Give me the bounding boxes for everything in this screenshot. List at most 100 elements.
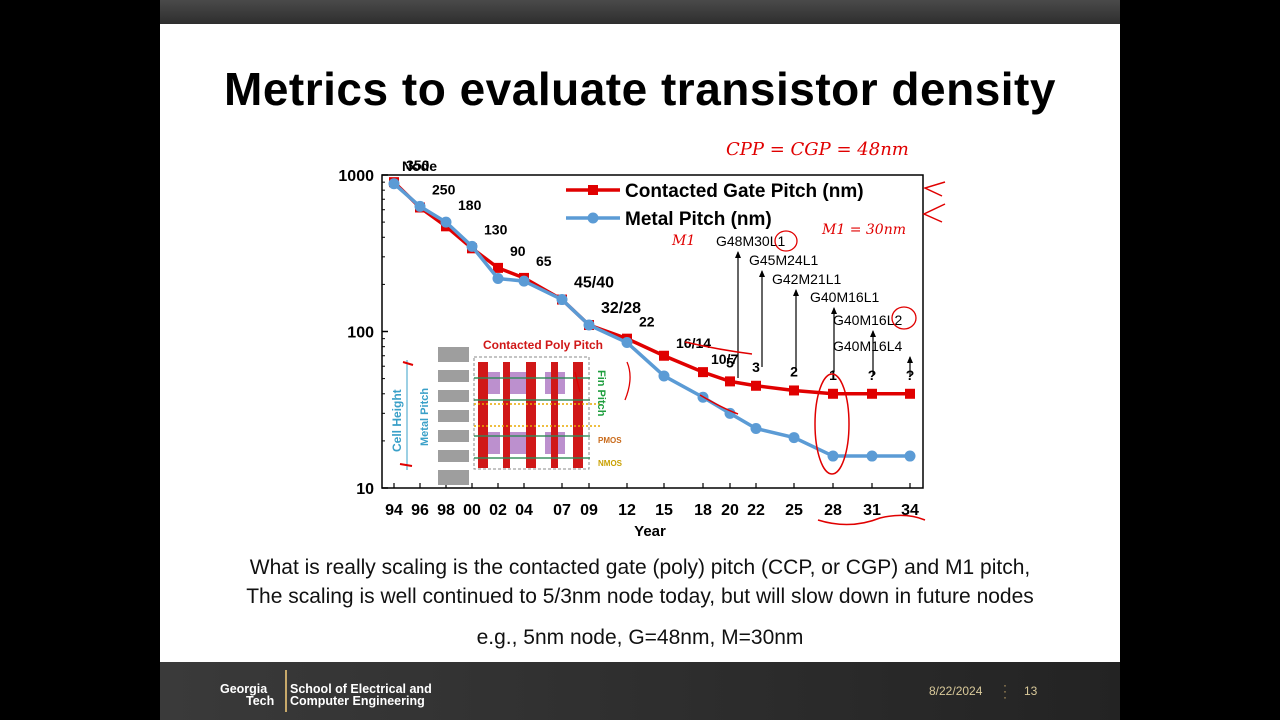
handwritten-note-m1: M1 = 30nm [821, 222, 906, 238]
x-tick-label: 34 [901, 502, 919, 519]
mp-data-point [724, 407, 736, 419]
node-label: 350 [406, 157, 430, 173]
inset-strip-gap [438, 362, 469, 370]
annotation-label: G40M16L2 [833, 312, 902, 328]
window-top-bar [160, 0, 1120, 24]
inset-label-fin-pitch: Fin Pitch [595, 370, 607, 417]
x-tick-label: 18 [694, 502, 712, 519]
node-label: 3 [752, 359, 760, 375]
x-tick-label: 04 [515, 502, 533, 519]
cgp-data-point [493, 262, 503, 273]
mp-data-point [827, 450, 839, 462]
y-tick-label: 10 [356, 481, 374, 498]
layout-inset: Contacted Poly Pitch Cell Height Metal Pit… [390, 338, 623, 485]
mp-data-point [750, 422, 762, 434]
mp-data-point [658, 370, 670, 382]
handwritten-circle-l1 [774, 230, 798, 252]
inset-poly-gate [551, 362, 558, 468]
logo-tech: Tech [246, 694, 275, 708]
inset-strip-gap [438, 442, 469, 450]
annotation-arrow-head [870, 330, 876, 337]
cgp-data-point [867, 388, 877, 399]
slide-date: 8/22/2024 [929, 684, 983, 698]
mp-data-point [904, 450, 916, 462]
x-axis-title: Year [634, 523, 666, 540]
annotation-arrow-head [907, 356, 913, 363]
inset-strip-gap [438, 382, 469, 390]
handwritten-ticks [399, 361, 414, 467]
node-label: 2 [790, 363, 798, 379]
cgp-data-point [725, 376, 735, 387]
slide-number: 13 [1024, 684, 1038, 698]
node-label: 32/28 [601, 300, 641, 317]
node-label: ? [906, 367, 915, 383]
logo-georgia: Georgia [220, 682, 268, 696]
x-tick-label: 96 [411, 502, 429, 519]
inset-cell-outline [473, 356, 590, 470]
cgp-data-point [828, 388, 838, 399]
inset-active-region [510, 432, 530, 454]
mp-data-point [583, 319, 595, 331]
inset-label-nmos: NMOS [598, 459, 623, 468]
x-tick-label: 00 [463, 502, 481, 519]
inset-strip-gap [438, 422, 469, 430]
node-label: 22 [639, 314, 655, 330]
node-axis-title: Node [402, 158, 437, 174]
node-label: 16/14 [676, 335, 711, 351]
node-label: ? [868, 367, 877, 383]
handwritten-arrow [922, 181, 946, 197]
handwriting-layer: CPP = CGP = 48nm M1 = 30nm M1 [399, 139, 946, 526]
inset-strip-gap [438, 402, 469, 410]
inset-poly-gate [573, 362, 583, 468]
x-tick-label: 28 [824, 502, 842, 519]
body-text-line-2: The scaling is well continued to 5/3nm n… [246, 585, 1034, 608]
node-label: 180 [458, 197, 482, 213]
x-tick-label: 31 [863, 502, 881, 519]
x-tick-label: 09 [580, 502, 598, 519]
x-tick-label: 94 [385, 502, 403, 519]
logo-divider [285, 670, 287, 712]
legend-label-mp: Metal Pitch (nm) [625, 209, 772, 230]
x-tick-label: 98 [437, 502, 455, 519]
footer-dots: · · · [1003, 678, 1007, 704]
cgp-data-point [751, 380, 761, 391]
cgp-data-point [905, 388, 915, 399]
inset-strip-gap [438, 462, 469, 470]
mp-data-point [518, 275, 530, 287]
x-tick-label: 15 [655, 502, 673, 519]
annotation-arrow-head [735, 251, 741, 258]
node-label: 90 [510, 243, 526, 259]
node-label: 65 [536, 253, 552, 269]
node-label: 10/7 [711, 351, 738, 367]
mp-data-point [440, 216, 452, 228]
mp-data-point [556, 294, 568, 306]
annotation-label: G40M16L1 [810, 289, 879, 305]
legend-marker-mp [587, 212, 599, 224]
mp-data-point [866, 450, 878, 462]
handwritten-note-m1-label: M1 [671, 233, 695, 249]
series-layer [388, 177, 916, 462]
handwritten-stroke [574, 361, 631, 401]
handwritten-arrow [922, 203, 946, 223]
inset-poly-gate [503, 362, 510, 468]
mp-data-point [466, 240, 478, 252]
mp-data-point [788, 432, 800, 444]
legend-marker-cgp [588, 185, 598, 195]
mp-data-point [388, 178, 400, 190]
node-label: 250 [432, 181, 456, 197]
mp-data-point [492, 273, 504, 285]
school-line-1: School of Electrical and [290, 682, 432, 696]
mp-data-point [621, 337, 633, 349]
x-tick-label: 25 [785, 502, 803, 519]
y-tick-label: 1000 [338, 168, 374, 185]
inset-label-metal-pitch: Metal Pitch [419, 388, 431, 446]
x-tick-label: 22 [747, 502, 765, 519]
x-tick-label: 02 [489, 502, 507, 519]
annotation-arrows [735, 251, 913, 378]
x-tick-label: 20 [721, 502, 739, 519]
annotation-arrow-head [759, 270, 765, 277]
handwritten-circle-l2 [891, 306, 917, 330]
annotation-arrow-head [793, 289, 799, 296]
legend-label-cgp: Contacted Gate Pitch (nm) [625, 181, 864, 202]
